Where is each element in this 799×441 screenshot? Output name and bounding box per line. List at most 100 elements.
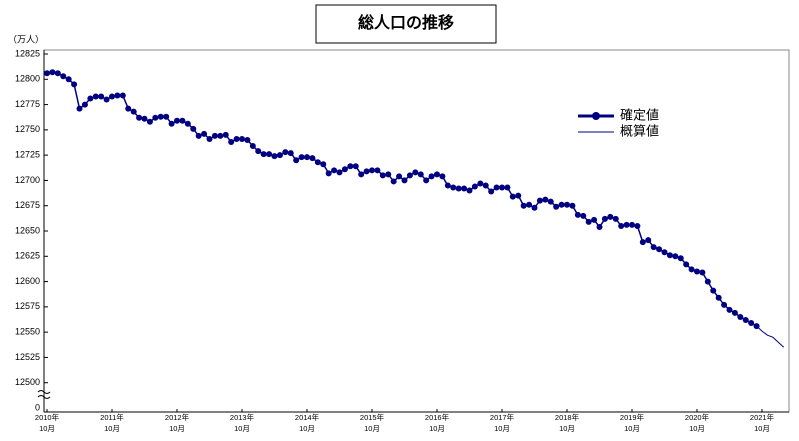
x-tick-month: 10月 xyxy=(689,424,705,433)
data-point xyxy=(65,76,72,83)
data-point xyxy=(336,169,343,176)
data-point xyxy=(266,151,273,158)
data-point xyxy=(141,115,148,122)
data-point xyxy=(618,222,625,229)
x-tick-month: 10月 xyxy=(754,424,770,433)
x-tick-label: 2018年 10月 xyxy=(555,412,580,433)
data-point xyxy=(60,73,67,80)
data-point xyxy=(109,93,115,100)
x-tick-label: 2015年 10月 xyxy=(360,412,385,433)
x-tick-year: 2020年 xyxy=(685,412,710,422)
data-point xyxy=(163,113,170,120)
data-point xyxy=(677,255,684,262)
x-tick-month: 10月 xyxy=(169,424,185,433)
y-tick-label: 12700 xyxy=(15,175,40,185)
data-point xyxy=(390,178,397,185)
data-point xyxy=(136,114,143,121)
y-tick-label: 12575 xyxy=(15,301,40,311)
data-point xyxy=(244,136,251,143)
data-point xyxy=(179,117,186,124)
data-point xyxy=(461,185,468,192)
data-point xyxy=(369,167,375,174)
data-point xyxy=(493,184,500,191)
x-tick-label: 2011年 10月 xyxy=(100,412,124,433)
data-point xyxy=(239,135,245,142)
data-point xyxy=(271,153,278,160)
y-tick-label: 12550 xyxy=(15,327,40,337)
x-tick-year: 2014年 xyxy=(295,412,320,422)
data-point xyxy=(260,151,267,158)
data-point xyxy=(580,212,587,219)
data-point xyxy=(666,252,673,259)
x-tick-year: 2010年 xyxy=(35,412,60,422)
data-point xyxy=(650,244,657,251)
data-point xyxy=(694,268,700,275)
data-point xyxy=(444,182,451,189)
x-tick-month: 10月 xyxy=(559,424,575,433)
data-point xyxy=(276,152,283,159)
data-point xyxy=(184,120,191,127)
data-point xyxy=(304,154,310,161)
data-point xyxy=(352,163,359,170)
y-tick-label: 12800 xyxy=(15,74,40,84)
data-point xyxy=(656,246,663,253)
legend-label: 確定値 xyxy=(620,107,659,122)
data-point xyxy=(87,95,94,102)
y-tick-label: 12500 xyxy=(15,377,40,387)
data-point xyxy=(564,201,570,208)
data-point xyxy=(282,149,289,156)
data-point xyxy=(125,105,132,112)
x-tick-label: 2017年 10月 xyxy=(490,412,515,433)
data-point xyxy=(412,169,419,176)
data-point xyxy=(569,202,576,209)
x-tick-label: 2016年 10月 xyxy=(425,412,450,433)
x-tick-year: 2017年 xyxy=(490,412,515,422)
data-point xyxy=(721,301,728,308)
data-point xyxy=(49,69,56,76)
data-point xyxy=(146,118,153,125)
y-unit: （万人） xyxy=(8,34,44,44)
data-point xyxy=(748,320,755,327)
data-point xyxy=(629,221,635,228)
y-tick-label: 12625 xyxy=(15,251,40,261)
data-point xyxy=(76,105,83,112)
data-point xyxy=(98,93,105,100)
data-point xyxy=(645,237,652,244)
legend-marker xyxy=(592,112,600,120)
x-tick-label: 2020年 10月 xyxy=(685,412,710,433)
data-point xyxy=(672,253,679,260)
data-point xyxy=(174,117,180,124)
data-point xyxy=(499,184,505,191)
y-tick-label: 12825 xyxy=(15,48,40,58)
data-point xyxy=(374,167,381,174)
data-point xyxy=(742,317,749,324)
data-point xyxy=(574,211,581,218)
data-point xyxy=(520,202,527,209)
data-point xyxy=(553,203,560,210)
data-point xyxy=(731,309,738,316)
data-point xyxy=(591,216,598,223)
data-point xyxy=(439,173,446,180)
data-point xyxy=(558,201,565,208)
data-point xyxy=(293,157,300,164)
data-point xyxy=(168,120,175,127)
x-tick-label: 2013年 10月 xyxy=(230,412,255,433)
data-point xyxy=(249,143,256,150)
data-point xyxy=(103,96,110,103)
x-tick-year: 2021年 xyxy=(750,412,775,422)
x-tick-year: 2018年 xyxy=(555,412,580,422)
data-point xyxy=(385,171,392,178)
data-point xyxy=(287,150,294,157)
y-tick-label: 12525 xyxy=(15,352,40,362)
data-point xyxy=(81,101,88,108)
data-point xyxy=(612,215,619,222)
data-point xyxy=(726,306,733,313)
data-point xyxy=(661,249,668,256)
data-point xyxy=(542,196,549,203)
data-point xyxy=(190,125,197,132)
x-tick-label: 2021年 10月 xyxy=(750,412,775,433)
data-point xyxy=(71,81,78,88)
data-point xyxy=(417,171,424,178)
data-point xyxy=(92,93,99,100)
data-point xyxy=(477,180,484,187)
